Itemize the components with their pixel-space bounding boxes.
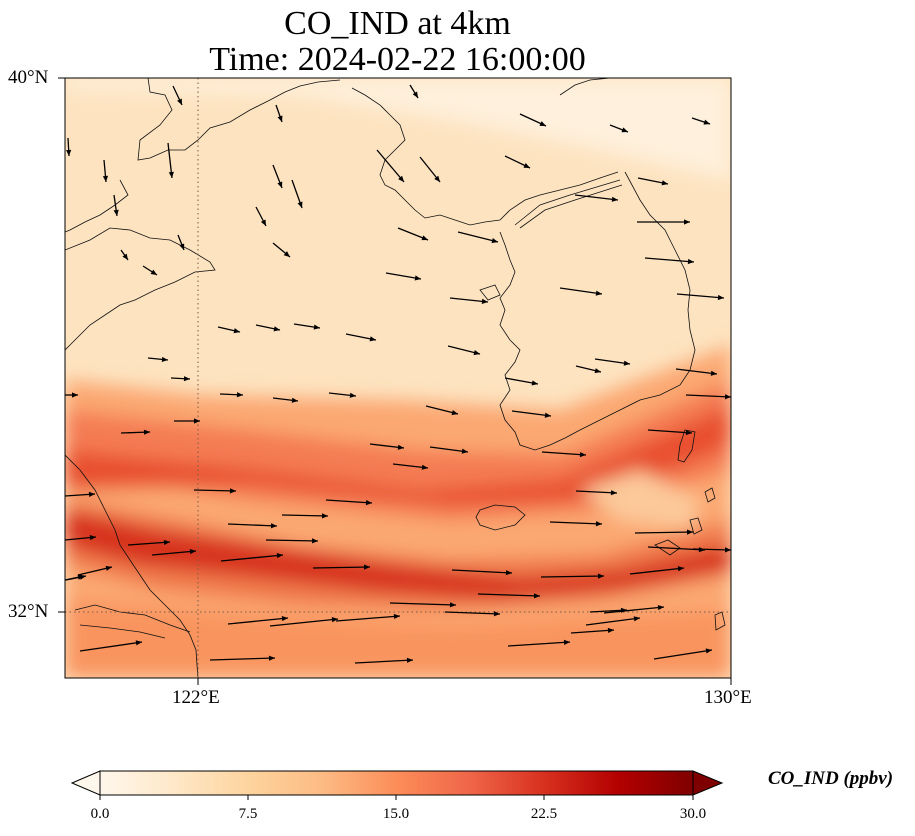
colorbar-tick-4: 30.0 — [679, 806, 707, 822]
colorbar-tick-2: 15.0 — [382, 806, 410, 822]
map-title-line2: Time: 2024-02-22 16:00:00 — [209, 41, 586, 78]
colorbar — [70, 770, 724, 800]
map-frame — [64, 77, 732, 679]
colorbar-tick-1: 7.5 — [238, 806, 258, 822]
lat-tick-40n: 40°N — [8, 67, 49, 88]
map-title-line1: CO_IND at 4km — [284, 5, 511, 42]
wind-vectors — [65, 84, 731, 664]
lat-tick-32n: 32°N — [8, 601, 49, 622]
colorbar-extend-min — [70, 770, 101, 796]
lon-tick-130e: 130°E — [704, 687, 752, 708]
concentration-field — [65, 78, 731, 678]
colorbar-label: CO_IND (ppbv) — [768, 768, 894, 789]
lon-tick-122e: 122°E — [172, 687, 220, 708]
coastlines — [65, 78, 726, 678]
axis-ticks — [58, 77, 732, 685]
colorbar-extend-max — [692, 770, 724, 796]
colorbar-tick-0: 0.0 — [90, 806, 110, 822]
colorbar-tick-3: 22.5 — [530, 806, 558, 822]
colorbar-bar — [99, 770, 694, 796]
